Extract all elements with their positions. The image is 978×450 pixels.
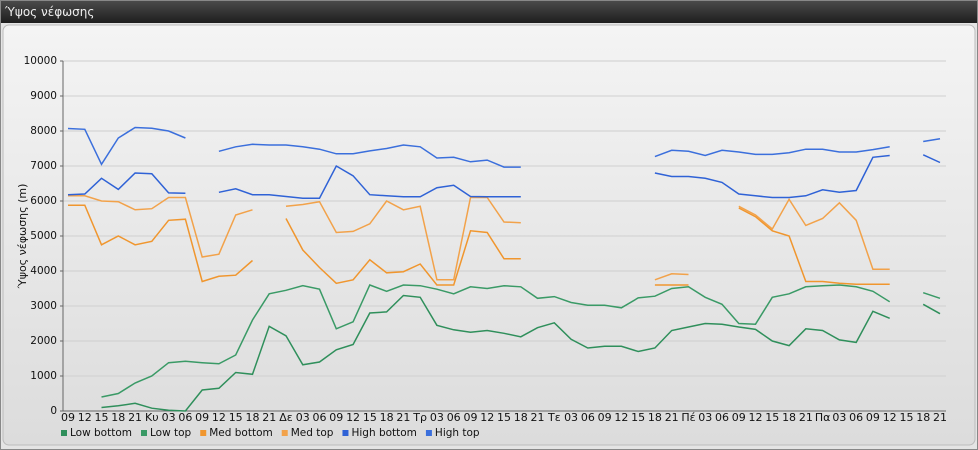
x-tick-label: 06	[581, 411, 595, 424]
y-tick-label: 0	[50, 405, 57, 417]
title-bar: Ύψος νέφωσης	[1, 1, 977, 23]
x-tick-label: 03	[162, 411, 176, 424]
x-tick-label: Κυ	[145, 411, 159, 424]
x-tick-label: 06	[715, 411, 729, 424]
x-tick-label: 06	[447, 411, 461, 424]
x-tick-label: 09	[195, 411, 209, 424]
x-tick-label: 21	[262, 411, 276, 424]
y-tick-label: 5000	[30, 230, 57, 242]
x-tick-label: 15	[95, 411, 109, 424]
x-tick-label: 21	[531, 411, 545, 424]
y-tick-label: 4000	[30, 265, 57, 277]
x-tick-label: 03	[564, 411, 578, 424]
x-tick-label: 15	[631, 411, 645, 424]
x-tick-label: 09	[598, 411, 612, 424]
legend-label: Med top	[291, 427, 334, 439]
x-tick-label: 21	[128, 411, 142, 424]
x-tick-label: Δε	[279, 411, 293, 424]
legend-swatch	[141, 430, 147, 436]
x-tick-label: 06	[178, 411, 192, 424]
x-tick-label: 09	[61, 411, 75, 424]
x-tick-label: 12	[883, 411, 897, 424]
series-line	[68, 195, 890, 281]
y-tick-label: 8000	[30, 125, 57, 137]
x-tick-label: 09	[866, 411, 880, 424]
y-tick-label: 2000	[30, 335, 57, 347]
x-tick-label: 15	[899, 411, 913, 424]
x-tick-label: 12	[78, 411, 92, 424]
y-tick-label: 3000	[30, 300, 57, 312]
x-tick-label: 21	[799, 411, 813, 424]
y-axis-label: Ύψος νέφωσης (m)	[16, 184, 29, 290]
legend-swatch	[281, 430, 288, 436]
x-tick-label: 09	[463, 411, 477, 424]
x-tick-label: 09	[329, 411, 343, 424]
legend-swatch	[200, 430, 207, 436]
chart: Ύψος νέφωσης (m) 0 1000 2000 3000 4000 5000 60…	[2, 24, 976, 446]
y-tick-label: 1000	[30, 370, 57, 382]
y-tick-label: 10000	[24, 55, 57, 67]
legend-swatch	[425, 430, 432, 436]
x-tick-label: 03	[832, 411, 846, 424]
x-tick-label: 03	[296, 411, 310, 424]
x-tick-label: 21	[665, 411, 679, 424]
y-tick-label: 7000	[30, 160, 57, 172]
legend-swatch	[342, 430, 349, 436]
x-tick-label: 21	[933, 411, 947, 424]
legend-label: High bottom	[351, 427, 416, 439]
x-tick-label: 09	[732, 411, 746, 424]
x-tick-label: Πέ	[681, 411, 695, 424]
x-tick-label: 12	[212, 411, 226, 424]
x-tick-label: 12	[749, 411, 763, 424]
x-tick-label: 18	[916, 411, 930, 424]
x-tick-label: 12	[480, 411, 494, 424]
x-tick-label: 18	[111, 411, 125, 424]
x-tick-label: 15	[765, 411, 779, 424]
x-tick-label: 12	[614, 411, 628, 424]
legend-swatch	[61, 430, 67, 436]
x-tick-label: 06	[313, 411, 327, 424]
x-tick-label: Τε	[547, 411, 561, 424]
x-tick-label: 12	[346, 411, 360, 424]
legend-label: High top	[435, 427, 480, 439]
x-tick-label: 15	[229, 411, 243, 424]
x-tick-label: 18	[380, 411, 394, 424]
x-tick-label: 18	[648, 411, 662, 424]
legend-label: Low bottom	[70, 427, 132, 439]
series-line	[67, 154, 941, 199]
series-line	[67, 126, 941, 168]
x-tick-label: Πα	[815, 411, 831, 424]
legend-label: Med bottom	[209, 427, 273, 439]
legend-label: Low top	[150, 427, 192, 439]
y-tick-label: 6000	[30, 195, 57, 207]
series-line	[101, 284, 941, 398]
x-tick-label: 03	[430, 411, 444, 424]
x-tick-label: 03	[698, 411, 712, 424]
series-line	[68, 204, 890, 286]
x-tick-label: 18	[245, 411, 259, 424]
x-tick-label: 06	[849, 411, 863, 424]
x-tick-label: 18	[782, 411, 796, 424]
x-tick-label: 15	[363, 411, 377, 424]
x-tick-label: 15	[497, 411, 511, 424]
y-tick-label: 9000	[30, 90, 57, 102]
x-tick-label: 18	[514, 411, 528, 424]
x-tick-label: 21	[396, 411, 410, 424]
x-tick-label: Τρ	[412, 411, 427, 424]
series-line	[101, 294, 941, 412]
